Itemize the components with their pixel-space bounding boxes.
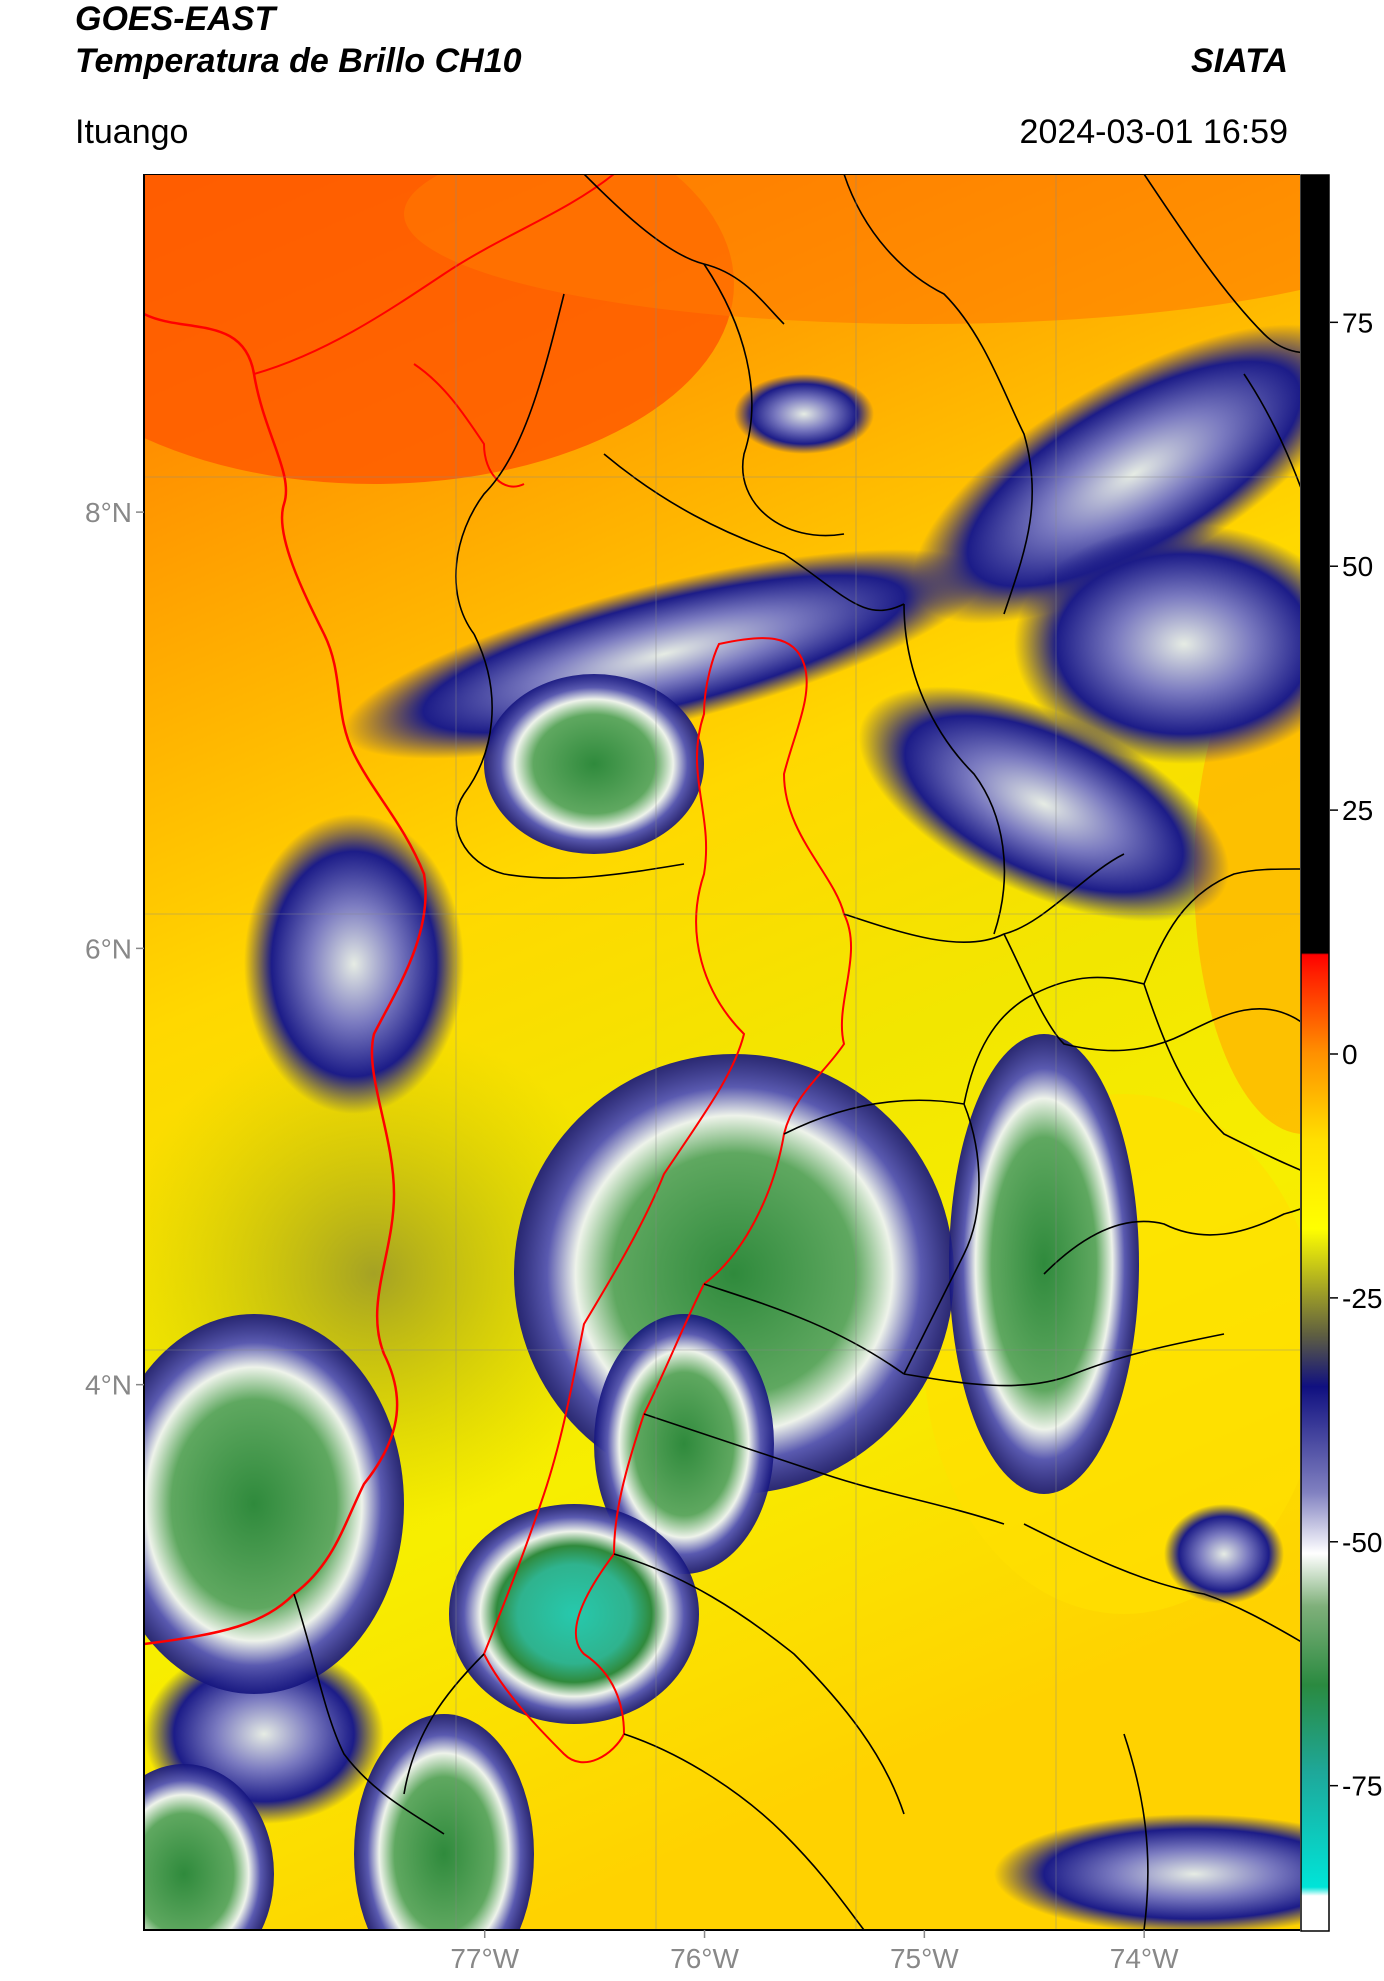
lon-tick-label: 75°W [890,1943,959,1974]
brightness-temperature-map: 77°W 76°W 75°W 74°W 8°N 6°N 4°N [85,174,1300,1974]
temperature-colorbar [1300,174,1330,1932]
admin-boundaries [293,174,1300,1930]
colorbar-tick-label: 50 [1342,551,1373,582]
lon-tick-label: 74°W [1110,1943,1179,1974]
lat-tick-label: 6°N [85,933,132,964]
lat-tick-label: 8°N [85,497,132,528]
satellite-title: GOES-EAST [75,0,276,38]
convective-core [144,1764,274,1930]
department-boundary [482,637,852,1764]
cloud-band [994,1814,1300,1930]
colorbar-tick-label: -50 [1342,1527,1382,1558]
colorbar-tick-label: -25 [1342,1283,1382,1314]
lat-tick-label: 4°N [85,1370,132,1401]
map-frame [143,174,1300,1931]
lon-tick-label: 77°W [450,1943,519,1974]
convective-core [449,1504,699,1724]
coastline [144,312,427,1646]
cloud-band [343,549,985,759]
cloud-band [734,374,874,454]
convective-core [144,1314,404,1694]
brand-label: SIATA [1191,42,1288,80]
colorbar-tick-label: 25 [1342,795,1373,826]
convective-core [949,1034,1139,1494]
timestamp-label: 2024-03-01 16:59 [1019,113,1288,151]
colorbar-tick-label: 0 [1342,1039,1358,1070]
cloud-band [1014,524,1300,764]
colorbar-tick-label: 75 [1342,307,1373,338]
convective-core [484,674,704,854]
product-title: Temperatura de Brillo CH10 [75,42,522,80]
convective-core [594,1314,774,1574]
colorbar-axis: 75 50 25 0 -25 -50 -75 [1330,307,1382,1802]
lon-tick-label: 76°W [670,1943,739,1974]
colorbar-tick-label: -75 [1342,1771,1382,1802]
gridlines [144,174,1300,1930]
cloud-band [858,686,1230,922]
convective-core [354,1714,534,1930]
colorbar-fill [1300,174,1330,1932]
cloud-band [1164,1504,1284,1604]
location-label: Ituango [75,113,189,151]
coastline [413,363,525,488]
coastline [253,174,615,375]
cloud-band [912,324,1300,624]
cloud-band [244,814,464,1114]
